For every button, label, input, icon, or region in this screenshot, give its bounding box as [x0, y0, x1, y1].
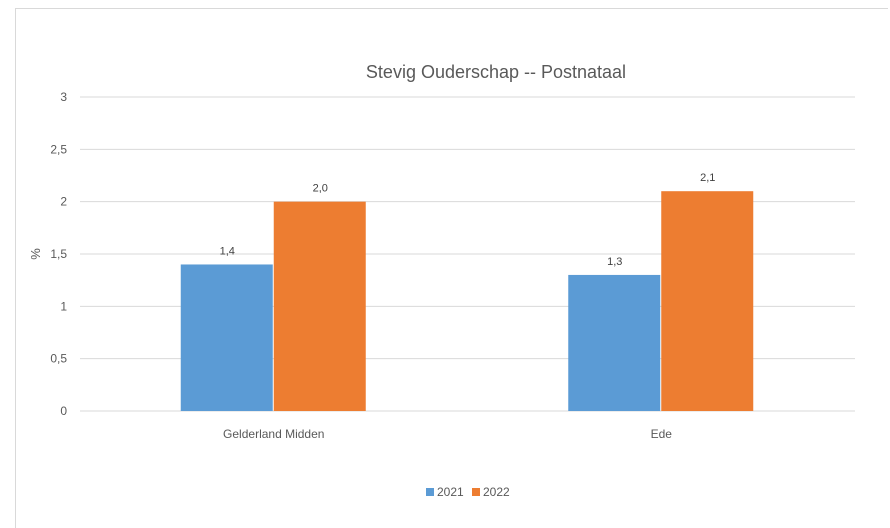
legend-label: 2021: [437, 485, 464, 499]
y-tick-label: 1,5: [50, 247, 67, 261]
y-tick-label: 0: [60, 404, 67, 418]
y-tick-label: 3: [60, 90, 67, 104]
bars: [180, 191, 754, 411]
y-axis-title: %: [28, 248, 43, 260]
data-labels: 1,4 2,0 1,3 2,1: [220, 172, 716, 268]
y-tick-label: 2: [60, 195, 67, 209]
data-label: 2,1: [700, 172, 715, 184]
data-label: 1,3: [607, 256, 622, 268]
data-label: 2,0: [313, 183, 328, 195]
bar-2022-0: [273, 201, 366, 411]
y-tick-label: 2,5: [50, 142, 67, 156]
bar-chart: Stevig Ouderschap -- Postnataal % 0 0,5 1 1…: [28, 62, 855, 499]
legend-swatch: [472, 488, 480, 496]
category-label: Gelderland Midden: [223, 427, 324, 441]
bar-2021-0: [180, 264, 273, 411]
chart-title: Stevig Ouderschap -- Postnataal: [366, 62, 626, 82]
category-labels: Gelderland Midden Ede: [223, 427, 672, 441]
legend-label: 2022: [483, 485, 510, 499]
y-tick-labels: 0 0,5 1 1,5 2 2,5 3: [50, 90, 67, 418]
y-tick-label: 1: [60, 299, 67, 313]
bar-2022-1: [661, 191, 754, 411]
legend: 2021 2022: [426, 485, 510, 499]
chart-frame: [15, 8, 888, 528]
category-label: Ede: [651, 427, 673, 441]
legend-swatch: [426, 488, 434, 496]
bar-2021-1: [568, 274, 661, 411]
data-label: 1,4: [220, 245, 235, 257]
y-tick-label: 0,5: [50, 352, 67, 366]
